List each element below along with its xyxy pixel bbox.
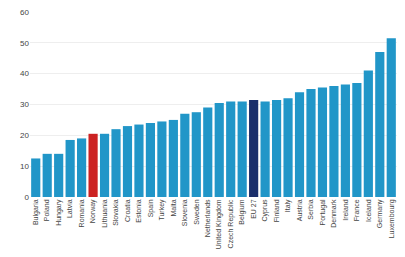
svg-text:Sweden: Sweden xyxy=(193,199,200,224)
svg-text:Belgium: Belgium xyxy=(238,199,246,224)
svg-text:Finland: Finland xyxy=(273,199,280,222)
svg-text:50: 50 xyxy=(20,39,29,48)
svg-text:Germany: Germany xyxy=(376,199,384,228)
svg-text:France: France xyxy=(353,199,360,221)
svg-text:Malta: Malta xyxy=(170,199,177,216)
svg-text:10: 10 xyxy=(20,162,29,171)
svg-text:Czech Republic: Czech Republic xyxy=(227,199,235,249)
svg-text:Iceland: Iceland xyxy=(365,199,372,222)
svg-text:Spain: Spain xyxy=(147,199,155,217)
svg-text:40: 40 xyxy=(20,69,29,78)
svg-text:Luxembourg: Luxembourg xyxy=(388,199,396,238)
svg-text:Portugal: Portugal xyxy=(319,199,327,226)
svg-text:Denmark: Denmark xyxy=(330,199,337,228)
svg-text:Turkey: Turkey xyxy=(158,199,166,221)
svg-text:United Kingdom: United Kingdom xyxy=(216,199,224,249)
svg-text:Netherlands: Netherlands xyxy=(204,199,211,237)
svg-text:Romania: Romania xyxy=(78,199,85,227)
svg-text:Slovakia: Slovakia xyxy=(112,199,119,226)
svg-text:Cyprus: Cyprus xyxy=(261,199,269,222)
svg-text:0: 0 xyxy=(25,193,30,202)
svg-text:20: 20 xyxy=(20,131,29,140)
svg-text:Latvia: Latvia xyxy=(66,199,73,218)
svg-text:EU 27: EU 27 xyxy=(250,199,257,219)
svg-text:Poland: Poland xyxy=(43,199,50,221)
svg-text:Hungary: Hungary xyxy=(55,199,63,226)
svg-text:Estonia: Estonia xyxy=(135,199,142,222)
svg-text:Austria: Austria xyxy=(296,199,303,221)
svg-text:Ireland: Ireland xyxy=(342,199,349,221)
svg-text:60: 60 xyxy=(20,8,29,17)
svg-text:Slovenia: Slovenia xyxy=(181,199,188,226)
svg-text:Italy: Italy xyxy=(284,199,292,212)
svg-text:Bulgaria: Bulgaria xyxy=(32,199,40,225)
svg-text:Norway: Norway xyxy=(89,199,97,223)
svg-text:Croatia: Croatia xyxy=(124,199,131,222)
svg-text:30: 30 xyxy=(20,100,29,109)
svg-text:Serbia: Serbia xyxy=(307,199,314,219)
svg-text:Lithuania: Lithuania xyxy=(101,199,108,228)
